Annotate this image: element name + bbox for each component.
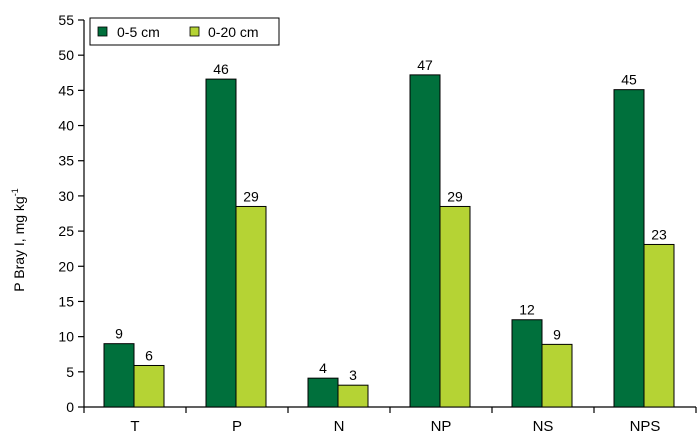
- data-label: 47: [417, 57, 433, 73]
- data-label: 6: [145, 347, 153, 363]
- y-tick-label: 50: [58, 47, 74, 63]
- data-label: 46: [213, 61, 229, 77]
- data-label: 9: [115, 326, 123, 342]
- bar-0-5cm-NS: [511, 319, 543, 408]
- legend-swatch-0-20cm: [189, 26, 200, 37]
- data-label: 29: [447, 188, 463, 204]
- legend-box: [89, 17, 280, 46]
- y-tick-label: 15: [58, 293, 74, 309]
- y-tick-label: 55: [58, 12, 74, 28]
- y-tick-label: 35: [58, 153, 74, 169]
- legend-label-0-5cm: 0-5 cm: [117, 24, 160, 40]
- data-label: 23: [651, 226, 667, 242]
- bar-0-20cm-NS: [541, 343, 573, 408]
- data-labels: 9 46 4 47 12 45 6 29 3 29 9 23: [115, 57, 667, 383]
- bar-0-5cm-NPS: [613, 89, 645, 408]
- data-label: 29: [243, 188, 259, 204]
- legend-label-0-20cm: 0-20 cm: [208, 24, 259, 40]
- x-tick-label: T: [130, 418, 139, 435]
- legend-swatch-0-5cm: [97, 26, 108, 37]
- y-tick-label: 0: [66, 399, 74, 415]
- y-tick-label: 40: [58, 118, 74, 134]
- bar-0-5cm-T: [103, 343, 135, 408]
- y-axis-label-text: P Bray I, mg kg: [11, 196, 27, 291]
- data-label: 12: [519, 302, 535, 318]
- bar-0-5cm-N: [307, 377, 339, 408]
- y-tick-label: 5: [66, 364, 74, 380]
- x-tick-label: N: [334, 418, 345, 435]
- x-tick-label: NPS: [630, 418, 661, 435]
- bars: [103, 74, 675, 408]
- y-tick-label: 45: [58, 82, 74, 98]
- y-tick-label: 25: [58, 223, 74, 239]
- bar-0-20cm-NP: [439, 205, 471, 408]
- x-axis: T P N NP NS NPS: [83, 406, 697, 435]
- y-axis: 0 5 10 15 20 25 30 35 40 45 50 55: [58, 12, 85, 415]
- x-tick-label: NP: [431, 418, 452, 435]
- data-label: 4: [319, 360, 327, 376]
- bar-0-20cm-T: [133, 364, 165, 408]
- data-label: 9: [553, 326, 561, 342]
- x-tick-label: NS: [533, 418, 554, 435]
- y-axis-label-superscript: -1: [10, 188, 20, 196]
- bar-0-20cm-N: [337, 384, 369, 408]
- y-tick-label: 20: [58, 258, 74, 274]
- data-label: 3: [349, 367, 357, 383]
- legend: 0-5 cm 0-20 cm: [89, 17, 280, 46]
- bar-0-20cm-NPS: [643, 243, 675, 408]
- bar-0-5cm-NP: [409, 74, 441, 408]
- bar-0-5cm-P: [205, 78, 237, 408]
- y-tick-label: 30: [58, 188, 74, 204]
- x-tick-label: P: [232, 418, 242, 435]
- bar-0-20cm-P: [235, 205, 267, 408]
- data-label: 45: [621, 72, 637, 88]
- y-tick-label: 10: [58, 329, 74, 345]
- y-axis-label: P Bray I, mg kg-1: [10, 188, 27, 291]
